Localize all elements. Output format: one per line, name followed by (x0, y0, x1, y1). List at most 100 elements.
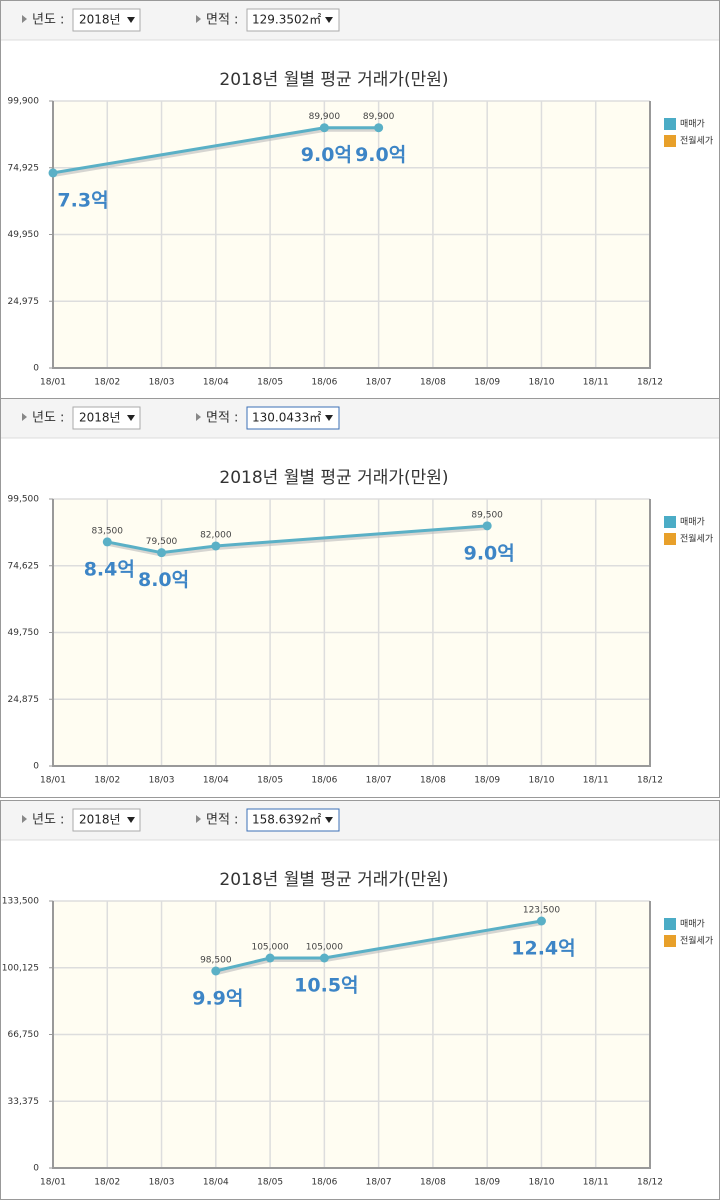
bullet-icon (22, 413, 27, 421)
point (536, 916, 546, 926)
legend-swatch (664, 135, 676, 147)
year-label: 년도 : (32, 813, 64, 828)
chart-title: 2018년 월별 평균 거래가(만원) (219, 468, 448, 488)
point (157, 548, 167, 558)
x-tick-label: 18/03 (149, 776, 175, 786)
x-tick-label: 18/11 (583, 776, 609, 786)
area-value: 130.0433㎡ (252, 411, 321, 425)
x-tick-label: 18/08 (420, 776, 446, 786)
legend-label: 매매가 (680, 119, 705, 130)
area-label: 면적 : (206, 13, 238, 28)
point (319, 953, 329, 963)
bullet-icon (196, 413, 201, 421)
annotation: 12.4억 (511, 938, 575, 960)
y-tick-label: 49,750 (8, 628, 40, 638)
point (482, 521, 492, 531)
x-tick-label: 18/04 (203, 378, 229, 388)
x-tick-label: 18/11 (583, 1178, 609, 1188)
x-tick-label: 18/03 (149, 378, 175, 388)
year-select[interactable] (72, 808, 141, 832)
x-tick-label: 18/10 (528, 776, 554, 786)
x-tick-label: 18/04 (203, 1178, 229, 1188)
point (319, 123, 329, 133)
x-tick-label: 18/03 (149, 1178, 175, 1188)
x-tick-label: 18/02 (94, 776, 120, 786)
select-arrow (325, 817, 333, 823)
y-tick-label: 0 (33, 364, 39, 374)
value-label: 105,000 (306, 943, 343, 953)
x-tick-label: 18/08 (420, 378, 446, 388)
x-tick-label: 18/09 (474, 1178, 500, 1188)
annotation: 10.5억 (294, 975, 358, 997)
y-tick-label: 66,750 (8, 1030, 40, 1040)
select-arrow (127, 415, 135, 421)
y-tick-label: 133,500 (2, 897, 39, 907)
x-tick-label: 18/09 (474, 776, 500, 786)
line-shadow (216, 921, 543, 975)
value-label: 82,000 (200, 530, 232, 540)
x-tick-label: 18/02 (94, 1178, 120, 1188)
annotation: 9.0억 (355, 144, 406, 166)
chart-title: 2018년 월별 평균 거래가(만원) (219, 70, 448, 90)
point (48, 168, 58, 178)
y-tick-label: 99,900 (8, 97, 40, 107)
line (106, 524, 488, 555)
y-tick-label: 74,625 (8, 561, 40, 571)
legend-label: 전월세가 (680, 135, 713, 147)
legend-swatch (664, 118, 676, 130)
point (102, 537, 112, 547)
x-tick-label: 18/07 (366, 378, 392, 388)
x-tick-label: 18/09 (474, 378, 500, 388)
x-tick-label: 18/01 (40, 776, 66, 786)
x-tick-label: 18/12 (637, 378, 663, 388)
point (211, 541, 221, 551)
value-label: 79,500 (146, 537, 178, 547)
year-select[interactable] (72, 406, 141, 430)
y-tick-label: 24,875 (8, 695, 40, 705)
select-arrow (127, 17, 135, 23)
x-tick-label: 18/06 (311, 378, 337, 388)
y-tick-label: 33,375 (8, 1097, 40, 1107)
legend-label: 매매가 (680, 919, 705, 930)
y-tick-label: 0 (33, 1164, 39, 1174)
annotation: 8.4억 (84, 558, 135, 580)
value-label: 89,500 (471, 510, 503, 520)
y-tick-label: 100,125 (2, 963, 39, 973)
axis-frame (52, 901, 651, 1169)
bullet-icon (22, 815, 27, 823)
legend-swatch (664, 533, 676, 545)
legend-label: 전월세가 (680, 533, 713, 545)
point (265, 953, 275, 963)
year-select[interactable] (72, 8, 141, 32)
line (215, 919, 542, 973)
value-label: 98,500 (200, 956, 232, 966)
x-tick-label: 18/05 (257, 378, 283, 388)
x-tick-label: 18/10 (528, 378, 554, 388)
annotation: 8.0억 (138, 569, 189, 591)
area-label: 면적 : (206, 813, 238, 828)
x-tick-label: 18/01 (40, 378, 66, 388)
year-value: 2018년 (79, 813, 121, 827)
y-tick-label: 74,925 (8, 163, 40, 173)
legend-swatch (664, 935, 676, 947)
annotation: 7.3억 (57, 189, 108, 211)
area-label: 면적 : (206, 411, 238, 426)
x-tick-label: 18/06 (311, 1178, 337, 1188)
year-label: 년도 : (32, 13, 64, 28)
area-select[interactable] (246, 808, 340, 832)
value-label: 83,500 (92, 526, 124, 536)
y-tick-label: 99,500 (8, 495, 40, 505)
value-label: 89,900 (363, 112, 395, 122)
x-tick-label: 18/12 (637, 1178, 663, 1188)
x-tick-label: 18/05 (257, 1178, 283, 1188)
area-select[interactable] (246, 406, 340, 430)
x-tick-label: 18/02 (94, 378, 120, 388)
value-label: 123,500 (523, 906, 560, 916)
axis-frame (52, 499, 651, 767)
x-tick-label: 18/04 (203, 776, 229, 786)
annotation: 9.9억 (192, 988, 243, 1010)
area-select[interactable] (246, 8, 340, 32)
x-tick-label: 18/07 (366, 1178, 392, 1188)
legend-label: 매매가 (680, 517, 705, 528)
